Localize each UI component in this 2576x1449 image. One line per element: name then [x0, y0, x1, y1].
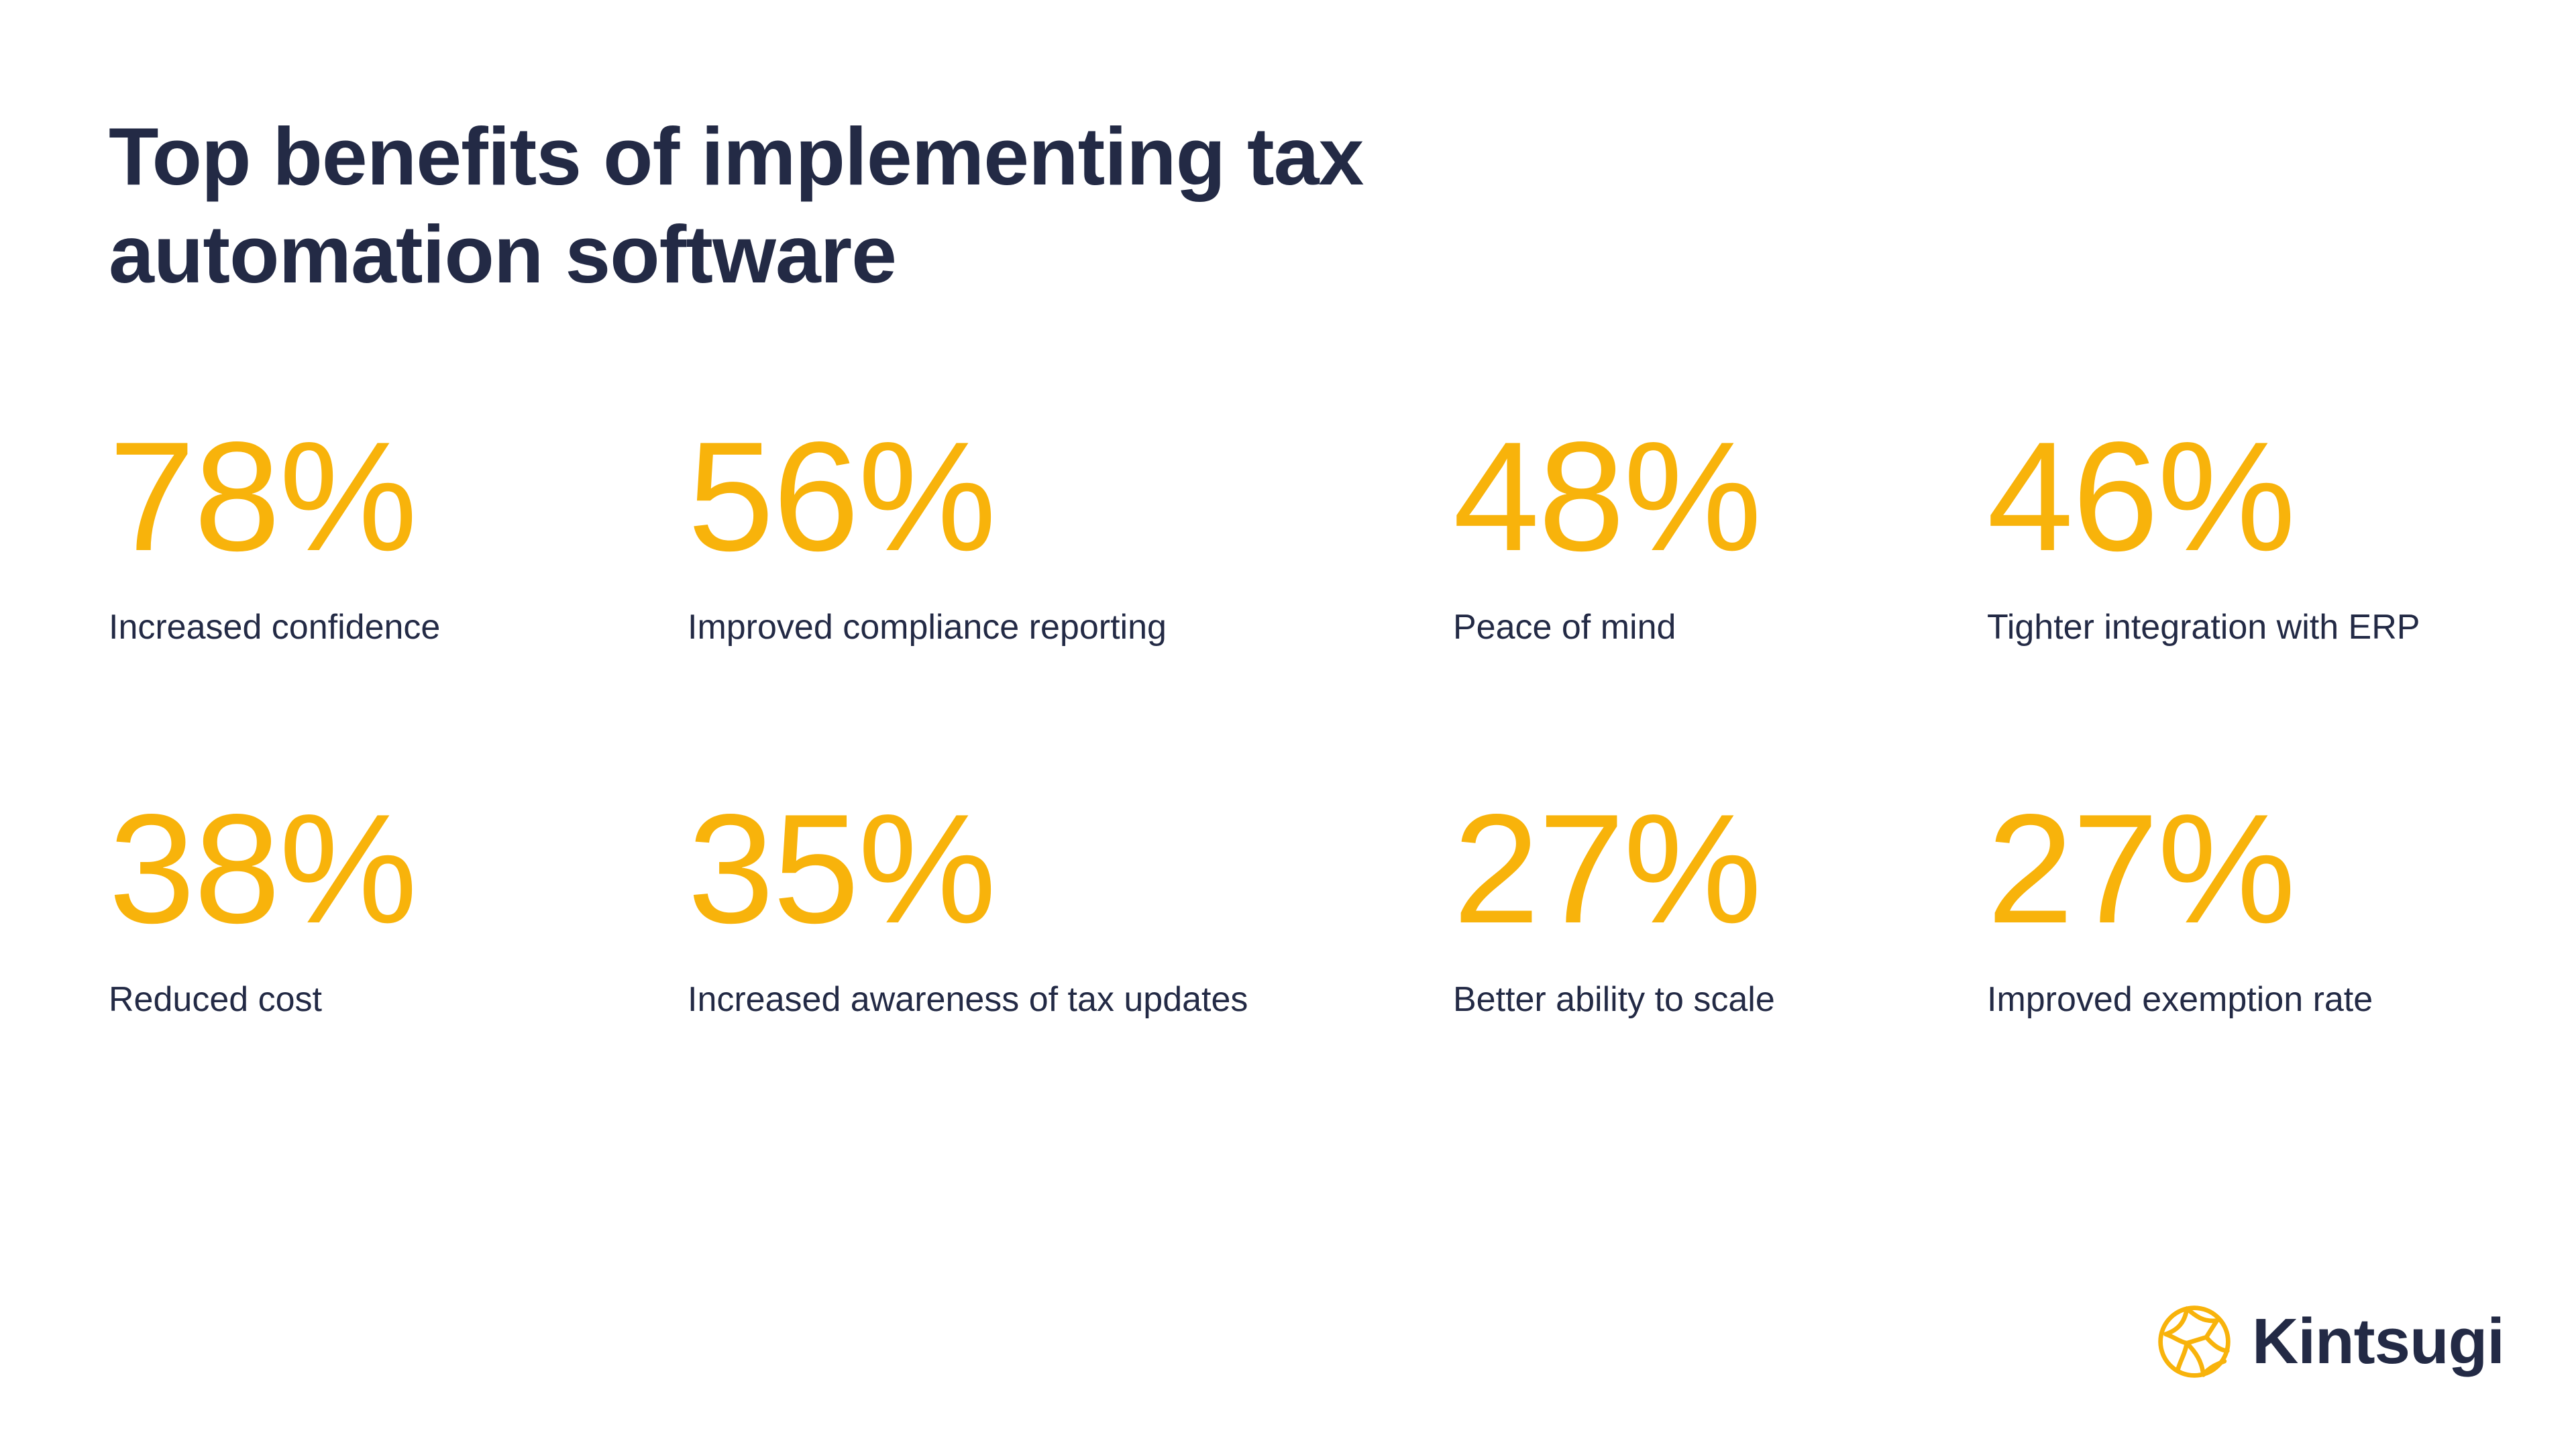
stat-increased-confidence: 78% Increased confidence [109, 419, 686, 649]
stat-label: Improved compliance reporting [688, 608, 1167, 647]
stat-tighter-integration-erp: 46% Tighter integration with ERP [1987, 419, 2564, 649]
stat-value: 27% [1987, 782, 2296, 956]
stat-label: Tighter integration with ERP [1987, 608, 2420, 647]
stat-improved-exemption-rate: 27% Improved exemption rate [1987, 792, 2564, 1021]
stat-value: 38% [109, 782, 417, 956]
stat-label: Better ability to scale [1453, 980, 1775, 1019]
stat-value: 35% [688, 782, 996, 956]
stat-reduced-cost: 38% Reduced cost [109, 792, 686, 1021]
stat-better-ability-to-scale: 27% Better ability to scale [1453, 792, 2030, 1021]
stat-label: Reduced cost [109, 980, 322, 1019]
stat-value: 56% [688, 410, 996, 584]
stat-value: 48% [1453, 410, 1762, 584]
page-title-line-1: Top benefits of implementing tax [109, 111, 1364, 202]
stat-increased-awareness-tax-updates: 35% Increased awareness of tax updates [688, 792, 1265, 1021]
stat-improved-compliance-reporting: 56% Improved compliance reporting [688, 419, 1265, 649]
kintsugi-globe-icon [2158, 1305, 2231, 1378]
brand-logo: Kintsugi [2157, 1301, 2505, 1382]
stat-label: Increased confidence [109, 608, 441, 647]
stat-label: Increased awareness of tax updates [688, 980, 1248, 1019]
page-title: Top benefits of implementing tax automat… [109, 107, 1719, 303]
stat-label: Improved exemption rate [1987, 980, 2373, 1019]
stat-peace-of-mind: 48% Peace of mind [1453, 419, 2030, 649]
brand-name: Kintsugi [2252, 1305, 2505, 1377]
page-title-line-2: automation software [109, 209, 897, 300]
stat-label: Peace of mind [1453, 608, 1676, 647]
stat-value: 78% [109, 410, 417, 584]
stat-value: 46% [1987, 410, 2296, 584]
stat-value: 27% [1453, 782, 1762, 956]
